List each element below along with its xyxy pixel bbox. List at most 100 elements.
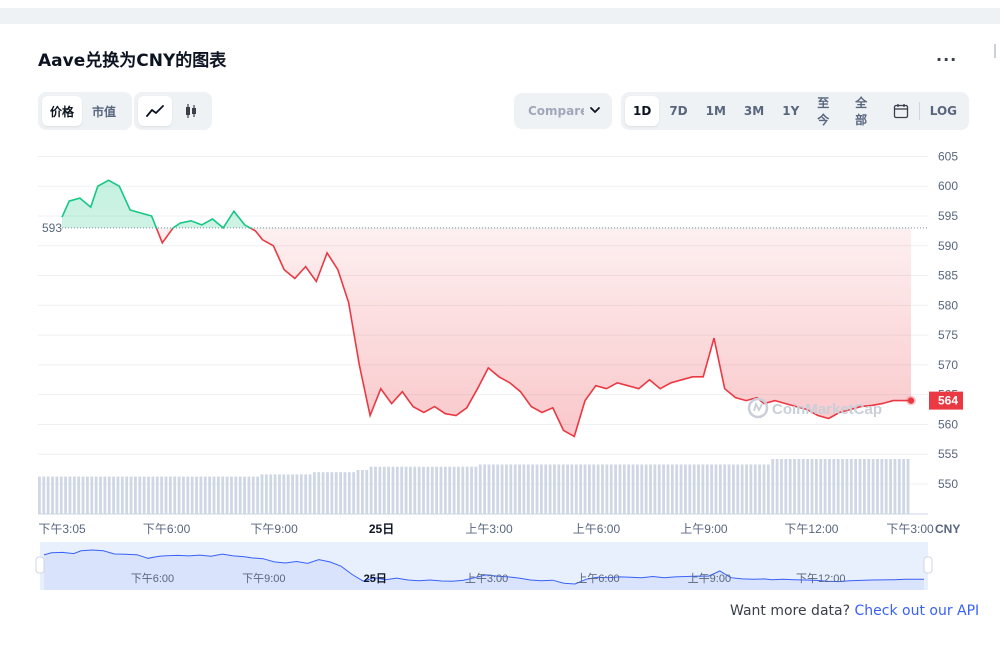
range-1d[interactable]: 1D bbox=[625, 96, 660, 126]
volume-bar bbox=[365, 470, 369, 514]
volume-bar bbox=[160, 476, 164, 514]
range-1m[interactable]: 1M bbox=[705, 104, 726, 118]
compare-dropdown[interactable]: Compare with bbox=[514, 93, 612, 129]
tab-market-cap[interactable]: 市值 bbox=[92, 104, 117, 119]
volume-bar bbox=[199, 476, 203, 514]
edge-handle bbox=[994, 44, 998, 58]
range-tabs: 1D 7D 1M 3M 1Y 至今 全部 LOG bbox=[621, 92, 969, 130]
volume-bar bbox=[801, 459, 805, 514]
volume-bar bbox=[509, 464, 513, 514]
y-tick-label: 575 bbox=[938, 328, 958, 342]
area-above-baseline bbox=[62, 180, 911, 229]
volume-bar bbox=[190, 476, 194, 514]
volume-bar bbox=[347, 472, 351, 514]
volume-bar bbox=[46, 476, 50, 514]
compare-label: Compare with bbox=[528, 104, 584, 118]
y-axis: 605600595590585580575570565560555550564 bbox=[929, 149, 963, 491]
range-ytd[interactable]: 至今 bbox=[817, 96, 830, 127]
volume-bar bbox=[788, 459, 792, 514]
volume-bar bbox=[697, 464, 700, 514]
volume-bar bbox=[548, 464, 552, 514]
volume-bar bbox=[125, 476, 129, 514]
volume-bar bbox=[142, 476, 146, 514]
price-chart[interactable]: 593 CoinMarketCap 605 600 595 590 585 580 575 5… bbox=[0, 0, 1000, 600]
volume-bar bbox=[168, 476, 172, 514]
range-3m[interactable]: 3M bbox=[743, 104, 765, 118]
volume-bar bbox=[304, 474, 308, 514]
volume-bar bbox=[849, 459, 853, 514]
volume-bar bbox=[487, 464, 491, 514]
volume-bar bbox=[858, 459, 862, 514]
volume-bar bbox=[99, 476, 102, 514]
volume-bar bbox=[356, 470, 360, 514]
navigator-tick-label: 上午3:00 bbox=[465, 572, 508, 585]
chart-kind-tabs bbox=[134, 92, 212, 130]
volume-bar bbox=[221, 476, 225, 514]
volume-bar bbox=[771, 459, 775, 514]
volume-bar bbox=[684, 464, 687, 514]
range-1y[interactable]: 1Y bbox=[782, 104, 800, 118]
volume-bar bbox=[120, 476, 124, 514]
volume-bar bbox=[601, 464, 604, 514]
y-tick-label: 560 bbox=[938, 417, 958, 431]
volume-bar bbox=[203, 476, 207, 514]
volume-bar bbox=[107, 476, 111, 514]
volume-bar bbox=[409, 466, 412, 514]
volume-bar bbox=[251, 476, 255, 514]
volume-bar bbox=[395, 466, 399, 514]
navigator[interactable]: 下午6:00 下午9:00 25日 上午3:00 上午6:00 上午9:00 下午12:00 bbox=[35, 542, 933, 590]
volume-bar bbox=[282, 474, 286, 514]
volume-bar bbox=[570, 464, 574, 514]
volume-bar bbox=[273, 474, 277, 514]
footer: Want more data? Check out our API bbox=[730, 603, 979, 619]
volume-bar bbox=[806, 459, 810, 514]
volume-bar bbox=[212, 476, 216, 514]
volume-bar bbox=[208, 476, 212, 514]
volume-bar bbox=[758, 464, 762, 514]
volume-bar bbox=[448, 466, 452, 514]
volume-bar bbox=[710, 464, 714, 514]
y-tick-label: 600 bbox=[938, 179, 958, 193]
volume-bar bbox=[867, 459, 871, 514]
volume-bar bbox=[256, 476, 260, 514]
volume-bar bbox=[749, 464, 753, 514]
volume-bar bbox=[836, 459, 840, 514]
range-all[interactable]: 全部 bbox=[855, 96, 868, 127]
range-7d[interactable]: 7D bbox=[669, 104, 688, 118]
volume-bar bbox=[422, 466, 425, 514]
navigator-handle-left[interactable] bbox=[35, 556, 45, 574]
line-chart-button[interactable] bbox=[138, 96, 172, 126]
volume-bar bbox=[539, 464, 543, 514]
volume-bar bbox=[828, 459, 831, 514]
more-options-button[interactable]: ... bbox=[936, 46, 958, 65]
volume-bar bbox=[334, 472, 338, 514]
api-link[interactable]: Check out our API bbox=[854, 603, 980, 619]
volume-bar bbox=[86, 476, 89, 514]
volume-bar bbox=[400, 466, 404, 514]
y-tick-label: 570 bbox=[938, 358, 958, 372]
volume-bar bbox=[230, 476, 233, 514]
volume-bar bbox=[457, 466, 460, 514]
volume-bar bbox=[718, 464, 722, 514]
volume-bar bbox=[880, 459, 884, 514]
svg-text:CoinMarketCap: CoinMarketCap bbox=[772, 401, 882, 418]
coinmarketcap-watermark: CoinMarketCap bbox=[747, 397, 882, 419]
volume-bar bbox=[164, 476, 168, 514]
volume-bar bbox=[579, 464, 583, 514]
area-below-baseline bbox=[156, 228, 911, 437]
volume-bar bbox=[112, 476, 116, 514]
navigator-area bbox=[44, 550, 924, 590]
volume-bar bbox=[225, 476, 229, 514]
volume-bar bbox=[483, 464, 487, 514]
volume-bar bbox=[234, 476, 238, 514]
navigator-handle-right[interactable] bbox=[923, 556, 933, 574]
candlestick-button[interactable] bbox=[174, 96, 208, 126]
volume-bar bbox=[430, 466, 434, 514]
volume-bar bbox=[382, 466, 386, 514]
volume-bar bbox=[352, 472, 356, 514]
calendar-button[interactable] bbox=[885, 96, 917, 126]
top-strip bbox=[0, 8, 1000, 24]
log-scale-button[interactable]: LOG bbox=[929, 104, 957, 118]
volume-bar bbox=[644, 464, 648, 514]
tab-price[interactable]: 价格 bbox=[42, 96, 83, 126]
